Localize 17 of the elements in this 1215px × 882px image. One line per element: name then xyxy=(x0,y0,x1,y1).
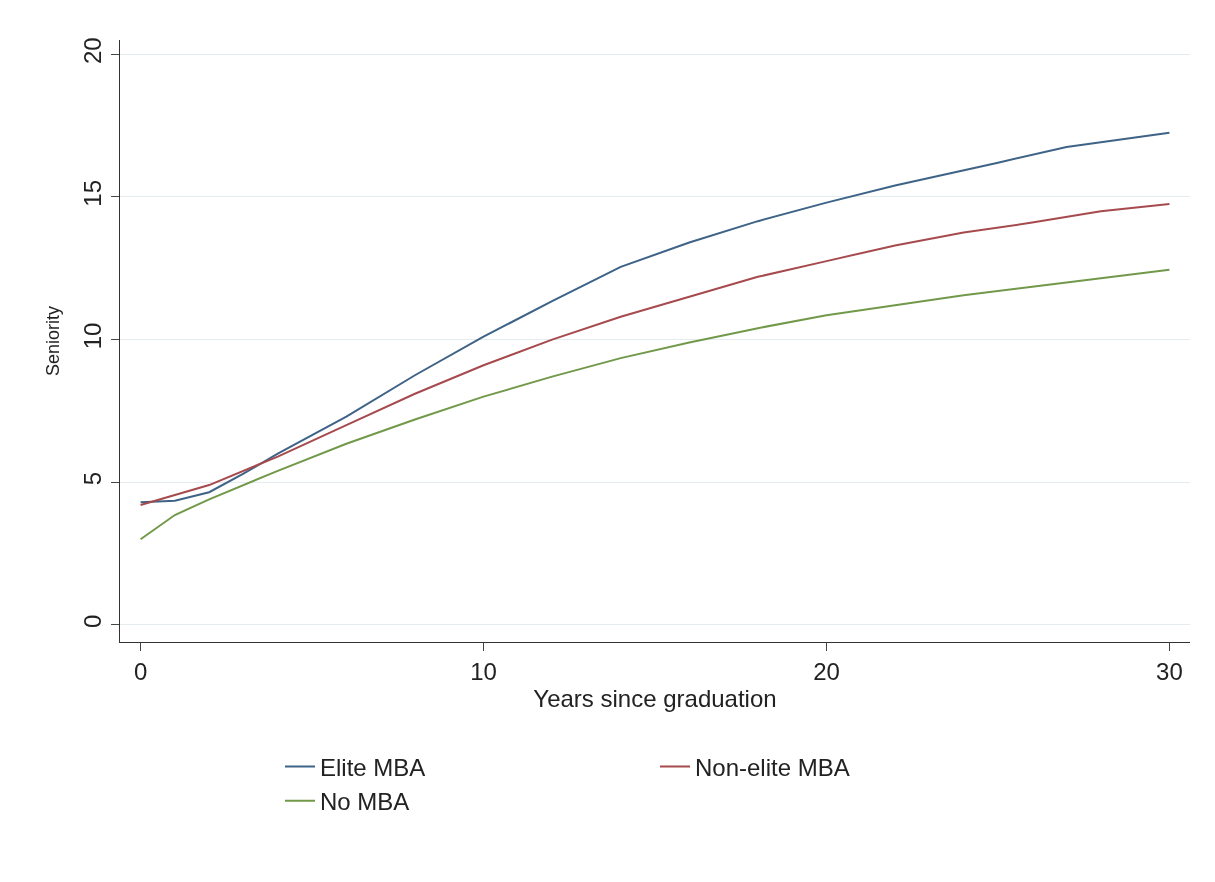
x-tick-label: 0 xyxy=(133,657,148,685)
x-tick-label: 20 xyxy=(813,657,840,685)
line-series xyxy=(139,131,1171,504)
legend-label: Elite MBA xyxy=(320,753,426,781)
line-series xyxy=(139,203,1171,507)
y-tick-label: 20 xyxy=(79,37,107,65)
y-tick-label: 5 xyxy=(79,471,107,486)
legend-label: No MBA xyxy=(320,788,410,815)
y-axis-title: Seniority xyxy=(42,305,63,377)
y-tick-label: 0 xyxy=(79,614,107,628)
legend-label: Non-elite MBA xyxy=(695,753,850,781)
y-tick-label: 15 xyxy=(79,179,107,207)
x-axis-title: Years since graduation xyxy=(533,685,777,713)
x-tick-label: 10 xyxy=(470,657,497,685)
x-tick-label: 30 xyxy=(1156,657,1183,685)
y-tick-label: 10 xyxy=(79,322,107,350)
line-series xyxy=(139,268,1171,541)
